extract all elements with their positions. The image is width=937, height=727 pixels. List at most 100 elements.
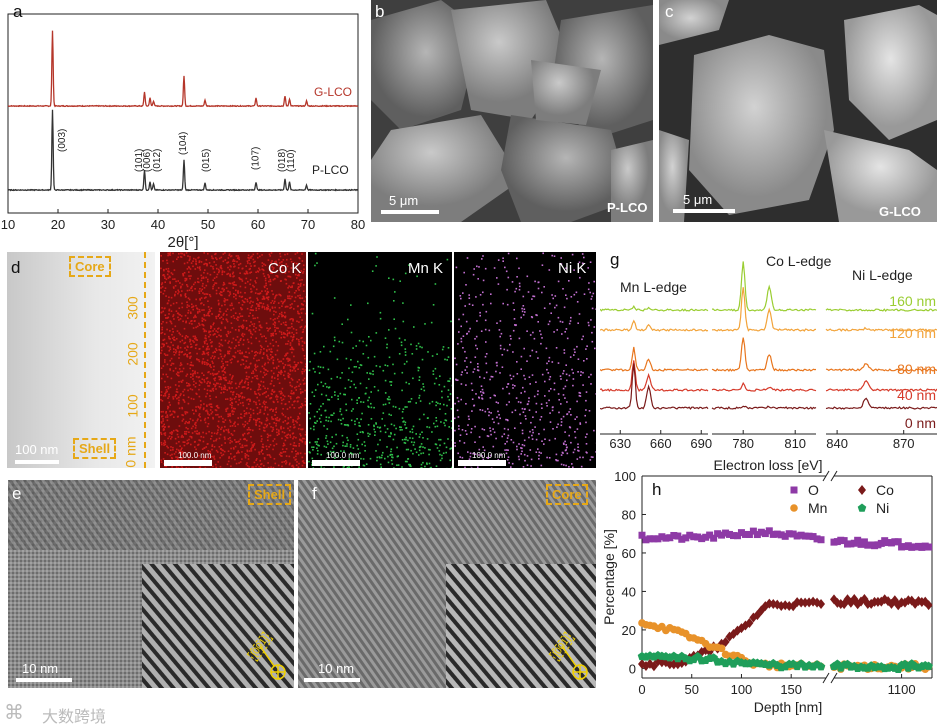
eds-dot: [420, 452, 422, 455]
eds-dot: [503, 427, 506, 430]
scale-bar-label: 5 μm: [389, 193, 419, 208]
eds-dot: [358, 421, 360, 424]
eds-dot: [332, 451, 335, 453]
eds-dot: [506, 303, 509, 306]
eds-dot: [311, 464, 313, 466]
eds-dot: [480, 330, 483, 332]
eds-dot: [477, 369, 480, 372]
eds-dot: [585, 399, 587, 402]
eds-dot: [523, 347, 525, 350]
eds-dot: [565, 294, 567, 296]
eds-dot: [374, 434, 376, 436]
eds-dot: [329, 450, 332, 453]
eds-dot: [330, 420, 332, 423]
eds-dot: [565, 464, 567, 467]
eds-dot: [540, 464, 543, 467]
eds-dot: [360, 364, 363, 367]
eds-dot: [563, 370, 565, 372]
eds-dot: [513, 318, 516, 320]
eds-dot: [540, 403, 543, 405]
eds-dot: [423, 413, 425, 416]
eds-dot: [530, 458, 533, 461]
eds-dot: [351, 398, 353, 401]
scale-bar: [312, 460, 360, 466]
eds-dot: [512, 384, 514, 386]
eds-dot: [390, 459, 393, 462]
eds-dot: [317, 449, 319, 452]
eds-dot: [393, 300, 395, 302]
eds-dot: [511, 411, 514, 414]
eds-dot: [406, 360, 408, 363]
eds-dot: [487, 408, 489, 410]
eds-dot: [327, 420, 330, 422]
eds-dot: [220, 267, 222, 269]
eds-dot: [455, 266, 458, 269]
eds-dot: [345, 403, 347, 406]
eds-dot: [410, 465, 412, 468]
eds-dot: [540, 333, 542, 336]
eds-dot: [570, 296, 573, 298]
eds-dot: [369, 457, 372, 460]
eds-dot: [522, 386, 524, 389]
eds-dot: [449, 377, 452, 380]
eds-dot: [535, 451, 538, 453]
data-point: [801, 532, 809, 540]
eds-dot: [580, 371, 582, 373]
eds-dot: [377, 443, 379, 446]
eds-dot: [514, 427, 516, 429]
eds-dot: [538, 458, 540, 460]
eds-dot: [417, 366, 420, 369]
eds-dot: [340, 450, 342, 452]
eds-dot: [432, 373, 435, 375]
eds-dot: [573, 293, 576, 296]
eds-dot: [392, 456, 394, 459]
y-tick-label: 60: [622, 546, 636, 561]
eds-dot: [340, 413, 343, 416]
eds-dot: [479, 294, 482, 296]
eds-dot: [398, 407, 401, 410]
eds-dot: [505, 270, 508, 273]
eds-dot: [448, 399, 451, 401]
eds-dot: [441, 348, 444, 351]
eds-dot: [573, 269, 575, 271]
eds-dot: [362, 340, 364, 343]
eds-dot: [579, 392, 582, 394]
data-point: [914, 595, 923, 606]
watermark: 大数跨境: [42, 707, 107, 726]
eds-dot: [583, 360, 585, 362]
eds-dot: [341, 458, 343, 461]
eds-dot: [481, 428, 484, 430]
eds-dot: [554, 295, 557, 297]
eds-dot: [428, 402, 431, 405]
eds-dot: [487, 435, 490, 438]
eds-dot: [494, 394, 496, 397]
eds-dot: [516, 448, 518, 451]
legend-label: Mn: [808, 500, 827, 516]
eds-dot: [439, 453, 441, 456]
eds-dot: [421, 358, 424, 361]
sample-label: P-LCO: [607, 200, 648, 215]
eds-dot: [326, 428, 329, 430]
eds-dot: [492, 445, 495, 448]
eds-dot: [363, 464, 366, 467]
eds-dot: [548, 439, 551, 442]
eds-dot: [579, 276, 581, 279]
eds-dot: [470, 382, 473, 385]
axis-break-mark: [830, 470, 838, 482]
eds-dot: [338, 340, 341, 343]
eds-dot: [523, 444, 526, 447]
eds-dot: [358, 339, 361, 342]
eds-dot: [537, 281, 540, 284]
eds-dot: [422, 461, 424, 464]
eds-dot: [319, 366, 322, 368]
eds-dot: [362, 464, 365, 467]
eds-dot: [384, 392, 387, 394]
eds-dot: [591, 340, 594, 343]
eds-dot: [470, 431, 472, 434]
eds-dot: [461, 456, 464, 459]
eds-dot: [499, 347, 502, 350]
scale-bar-label: 100.0 nm: [472, 451, 506, 460]
eds-dot: [546, 362, 548, 365]
eds-dot: [375, 365, 378, 367]
eds-dot: [312, 367, 315, 370]
